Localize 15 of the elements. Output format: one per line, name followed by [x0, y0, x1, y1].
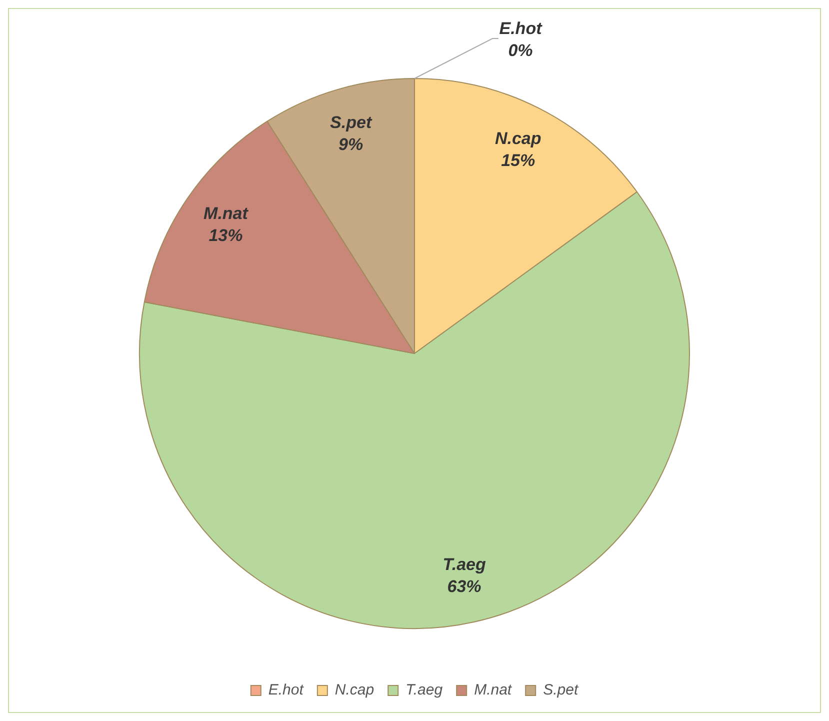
slice-label: S.pet	[330, 113, 373, 132]
slice-label: T.aeg	[442, 554, 486, 574]
slice-label: M.nat	[204, 204, 250, 223]
data-label: 13%	[208, 226, 243, 245]
data-label: 9%	[338, 135, 364, 154]
legend-label: S.pet	[543, 682, 579, 699]
text: 0%	[508, 41, 533, 60]
legend-label: T.aeg	[406, 682, 444, 699]
legend-label: N.cap	[334, 682, 374, 699]
data-label: 63%	[447, 576, 482, 596]
category-label: E.hot	[499, 19, 542, 38]
legend-label: M.nat	[474, 682, 512, 699]
legend-label: E.hot	[268, 682, 304, 699]
slice-label: N.cap	[494, 128, 542, 148]
data-label: 15%	[501, 150, 536, 170]
